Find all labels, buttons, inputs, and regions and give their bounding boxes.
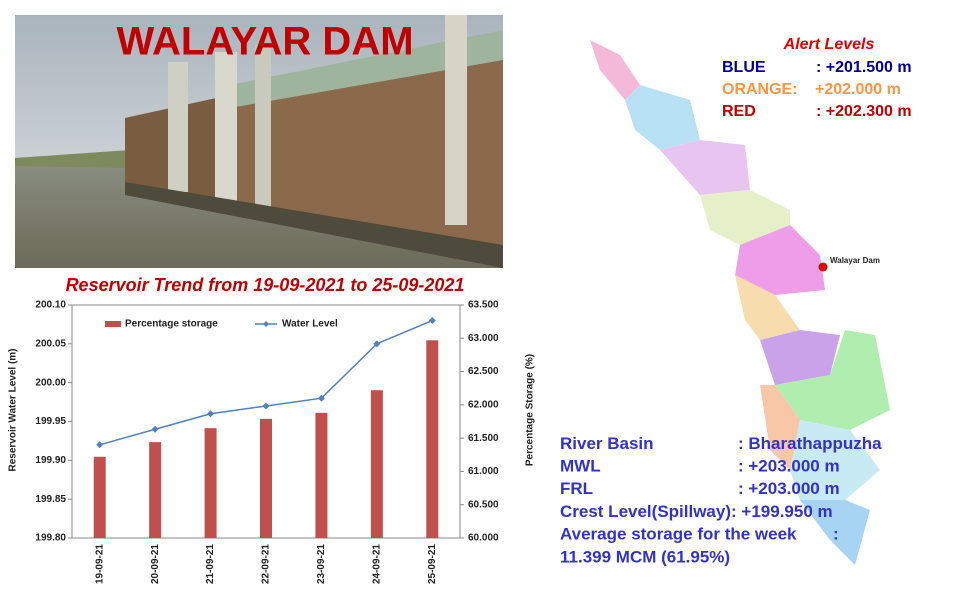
alert-value: : +201.500 m: [816, 59, 912, 76]
legend-swatch: [105, 321, 121, 327]
alert-heading: Alert Levels: [783, 36, 875, 53]
x-tick-label: 23-09-21: [316, 544, 327, 584]
x-tick-label: 20-09-21: [150, 544, 161, 584]
alert-value: +202.000 m: [815, 81, 901, 98]
info-row: Crest Level(Spillway): +199.950 m: [560, 502, 833, 521]
y-axis-title: Reservoir Water Level (m): [8, 348, 19, 471]
info-label: River Basin: [560, 434, 654, 453]
map-label: Walayar Dam: [830, 256, 880, 265]
dam-title: WALAYAR DAM: [116, 20, 413, 64]
y2-tick-label: 61.000: [468, 466, 499, 477]
x-tick-label: 24-09-21: [371, 544, 382, 584]
line-marker: [317, 394, 325, 402]
info-label: MWL: [560, 457, 601, 476]
y2-tick-label: 62.000: [468, 399, 499, 410]
y2-axis-title: Percentage Storage (%): [525, 354, 536, 466]
x-tick-label: 19-09-21: [94, 544, 105, 584]
line-marker: [151, 425, 159, 433]
bar: [149, 442, 162, 538]
info-row: Average storage for the week:: [560, 525, 839, 544]
y-tick-label: 199.80: [35, 533, 66, 544]
y-tick-label: 199.95: [35, 416, 66, 427]
info-value: : +203.000 m: [738, 457, 840, 476]
line-marker: [428, 317, 436, 325]
info-label: Average storage for the week: [560, 525, 797, 544]
info-value: : +203.000 m: [738, 480, 840, 499]
info-row: MWL : +203.000 m: [560, 457, 840, 476]
bar: [370, 390, 383, 538]
line-marker: [262, 402, 270, 410]
line-marker: [207, 410, 215, 418]
legend-label: Percentage storage: [125, 319, 218, 330]
alert-name: BLUE: [722, 59, 766, 76]
bar: [93, 456, 106, 538]
info-label: Crest Level(Spillway): [560, 502, 731, 521]
info-label: FRL: [560, 480, 593, 499]
y-tick-label: 200.10: [35, 300, 66, 311]
bar: [426, 340, 439, 538]
legend-label: Water Level: [282, 319, 338, 330]
chart-title: Reservoir Trend from 19-09-2021 to 25-09…: [66, 275, 465, 295]
x-tick-label: 21-09-21: [205, 544, 216, 584]
alert-name: ORANGE:: [722, 81, 798, 98]
line-marker: [373, 340, 381, 348]
storage-note: 11.399 MCM (61.95%): [560, 547, 730, 566]
y-tick-label: 199.90: [35, 455, 66, 466]
alert-value: : +202.300 m: [816, 103, 912, 120]
x-tick-label: 22-09-21: [261, 544, 272, 584]
info-value: :: [833, 525, 839, 544]
dam-photo: [15, 15, 503, 268]
y2-tick-label: 60.500: [468, 499, 499, 510]
y-tick-label: 200.05: [35, 338, 66, 349]
bar: [260, 418, 272, 538]
bar: [204, 428, 217, 538]
y2-tick-label: 63.500: [468, 300, 499, 311]
bar: [315, 412, 328, 538]
info-value: : +199.950 m: [731, 502, 833, 521]
info-row: FRL : +203.000 m: [560, 480, 840, 499]
info-value: : Bharathappuzha: [738, 434, 882, 453]
x-tick-label: 25-09-21: [427, 544, 438, 584]
info-row: River Basin : Bharathappuzha: [560, 434, 882, 453]
y-tick-label: 199.85: [35, 494, 66, 505]
legend-marker: [263, 321, 269, 327]
y2-tick-label: 63.000: [468, 333, 499, 344]
y2-tick-label: 61.500: [468, 433, 499, 444]
line-marker: [96, 441, 104, 449]
y-tick-label: 200.00: [35, 377, 66, 388]
y2-tick-label: 62.500: [468, 366, 499, 377]
alert-name: RED: [722, 103, 756, 120]
kerala-map: [590, 40, 890, 565]
y2-tick-label: 60.000: [468, 533, 499, 544]
